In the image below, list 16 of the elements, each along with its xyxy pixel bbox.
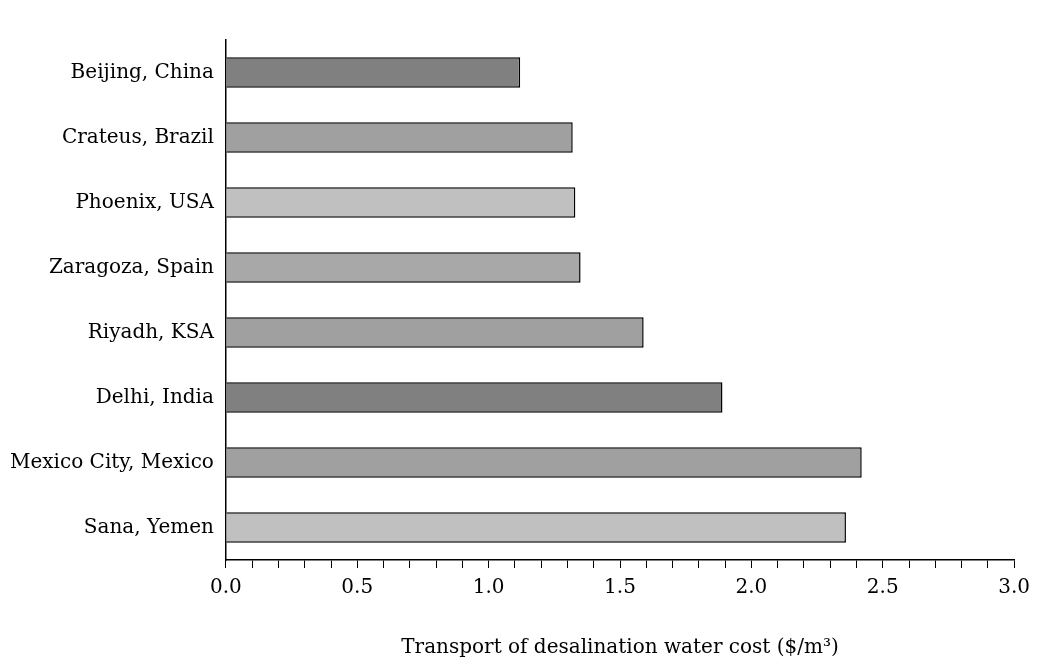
y-tick-label: Sana, Yemen — [83, 513, 215, 538]
y-tick-label: Mexico City, Mexico — [9, 448, 214, 473]
x-tick-label: 0.5 — [341, 574, 374, 599]
x-tick-label: 2.0 — [735, 574, 768, 599]
x-tick-label: 1.0 — [472, 574, 505, 599]
y-tick-label: Delhi, India — [95, 383, 214, 408]
x-axis-title: Transport of desalination water cost ($/m³) — [401, 634, 839, 659]
x-tick-label: 2.5 — [866, 574, 899, 599]
x-tick-label: 1.5 — [604, 574, 636, 599]
y-tick-label: Beijing, China — [70, 58, 214, 83]
y-tick-label: Crateus, Brazil — [61, 123, 214, 148]
y-tick-label: Phoenix, USA — [75, 188, 215, 213]
x-tick-label: 0.0 — [210, 574, 242, 599]
y-tick-label: Zaragoza, Spain — [48, 253, 215, 278]
x-tick-label: 3.0 — [998, 574, 1030, 599]
y-tick-label: Riyadh, KSA — [87, 318, 215, 343]
